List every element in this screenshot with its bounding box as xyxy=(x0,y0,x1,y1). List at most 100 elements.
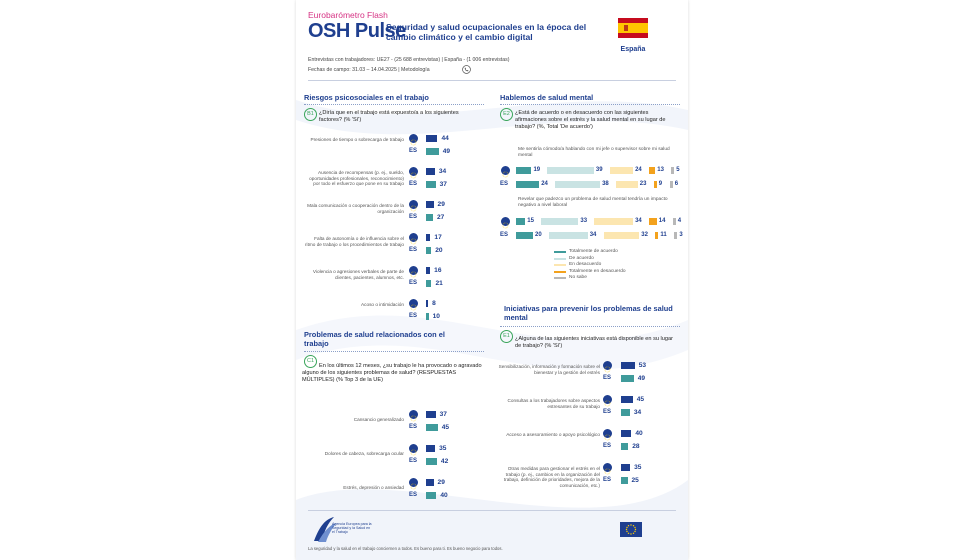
section-title-b1: Riesgos psicosociales en el trabajo xyxy=(304,93,429,102)
eu-flag-icon xyxy=(501,217,510,229)
value-label: 27 xyxy=(437,213,445,221)
stacked-segment xyxy=(603,232,640,239)
legend-swatch xyxy=(554,257,566,260)
bar-es xyxy=(621,409,630,416)
value-label: 44 xyxy=(441,134,449,142)
eu-flag-icon xyxy=(409,410,418,422)
factsheet-page: Eurobarómetro Flash OSH Pulse Seguridad … xyxy=(296,0,688,560)
legend-label: De acuerdo xyxy=(569,255,594,261)
segment-value: 34 xyxy=(589,231,597,238)
chart-b1: Presiones de tiempo o sobrecarga de trab… xyxy=(296,0,688,560)
stacked-segment xyxy=(547,167,594,174)
row-label-es: ES xyxy=(603,443,612,449)
bar-es xyxy=(426,181,436,188)
legend-swatch xyxy=(554,270,566,273)
bar-es xyxy=(621,443,629,450)
header-divider xyxy=(308,80,676,81)
meta-dates: Fechas de campo: 31.03 – 14.04.2025 | Me… xyxy=(308,67,430,73)
stacked-segment xyxy=(669,181,673,188)
stacked-segment xyxy=(672,218,676,225)
segment-value: 24 xyxy=(635,166,642,173)
legend-swatch xyxy=(554,251,566,253)
value-label: 28 xyxy=(632,442,640,450)
value-label: 53 xyxy=(638,361,647,369)
question-badge-c1: C1 xyxy=(304,355,317,368)
category-label: Cansancio generalizado xyxy=(353,417,404,422)
bar-eu xyxy=(426,411,436,418)
chart-e2: Me sentiría cómodo/a hablando con mi jef… xyxy=(296,0,688,560)
section-title-e1: Iniciativas para prevenir los problemas … xyxy=(504,304,673,322)
row-label-es: ES xyxy=(409,247,418,253)
legend-swatch xyxy=(554,264,566,267)
section-rule xyxy=(500,326,680,327)
segment-value: 4 xyxy=(677,217,682,224)
eu-flag-icon xyxy=(603,463,612,475)
segment-value: 6 xyxy=(674,180,679,187)
bar-eu xyxy=(426,267,431,274)
value-label: 20 xyxy=(435,246,443,254)
stacked-segment xyxy=(616,181,638,188)
segment-value: 23 xyxy=(639,180,647,187)
eu-flag-icon xyxy=(409,478,418,490)
value-label: 42 xyxy=(440,457,449,465)
bar-es xyxy=(426,424,438,431)
bar-es xyxy=(426,492,437,499)
eu-flag-icon xyxy=(409,444,418,456)
value-label: 29 xyxy=(437,478,445,486)
category-label: Violencia o agresiones verbales de parte… xyxy=(312,269,404,280)
stacked-segment xyxy=(655,232,659,239)
legend-swatch xyxy=(554,277,566,280)
eu-flag-icon xyxy=(409,134,418,146)
bar-es xyxy=(426,313,429,320)
category-label: Ausencia de recompensas (p. ej., sueldo,… xyxy=(309,170,404,187)
bar-es xyxy=(621,375,634,382)
row-label-es: ES xyxy=(603,477,612,483)
value-label: 16 xyxy=(434,266,442,274)
stacked-segment xyxy=(674,232,678,239)
legend-label: En desacuerdo xyxy=(569,262,602,268)
segment-value: 38 xyxy=(602,180,609,187)
segment-value: 32 xyxy=(641,231,648,238)
stacked-segment xyxy=(649,218,657,225)
segment-value: 34 xyxy=(635,217,642,224)
value-label: 37 xyxy=(439,180,447,188)
stacked-segment xyxy=(671,167,675,174)
value-label: 40 xyxy=(635,429,643,437)
meta-interviews: Entrevistas con trabajadores: UE27 - (25… xyxy=(308,57,510,63)
section-rule xyxy=(500,104,680,105)
country-label: España xyxy=(620,46,646,53)
value-label: 40 xyxy=(440,491,448,499)
row-label-es: ES xyxy=(409,492,418,498)
eu-flag-icon xyxy=(409,299,418,311)
bar-es xyxy=(426,280,432,287)
eu-flag-icon xyxy=(603,361,612,373)
brand-label: Eurobarómetro Flash xyxy=(308,10,388,20)
value-label: 21 xyxy=(435,279,443,287)
footer-note: La seguridad y la salud en el trabajo co… xyxy=(308,546,503,551)
eu-flag-icon xyxy=(409,233,418,245)
row-label-es: ES xyxy=(603,375,612,381)
phone-icon[interactable] xyxy=(462,65,471,74)
bar-eu xyxy=(426,445,436,452)
eu-flag-icon xyxy=(603,395,612,407)
bar-eu xyxy=(426,300,429,307)
legend-label: Totalmente de acuerdo xyxy=(569,249,618,254)
bar-es xyxy=(621,477,628,484)
stacked-segment xyxy=(649,167,656,174)
segment-value: 33 xyxy=(580,217,588,224)
value-label: 8 xyxy=(432,299,436,307)
value-label: 49 xyxy=(442,147,451,155)
chart-e1: Sensibilización, información y formación… xyxy=(296,0,688,560)
chart-c1: Cansancio generalizado 37 ES 45 Dolores de c… xyxy=(296,0,688,560)
background-waves xyxy=(296,100,688,560)
value-label: 34 xyxy=(633,408,642,416)
question-e1: ¿Alguna de las siguientes iniciativas es… xyxy=(515,336,673,349)
row-label-es: ES xyxy=(409,313,418,319)
category-label: Estrés, depresión o ansiedad xyxy=(343,485,404,490)
segment-value: 9 xyxy=(658,180,663,187)
value-label: 17 xyxy=(434,233,442,241)
eu-flag-icon xyxy=(409,167,418,179)
segment-value: 19 xyxy=(533,166,541,173)
category-label: Falta de autonomía o de influencia sobre… xyxy=(304,236,404,247)
segment-value: 11 xyxy=(660,231,667,238)
